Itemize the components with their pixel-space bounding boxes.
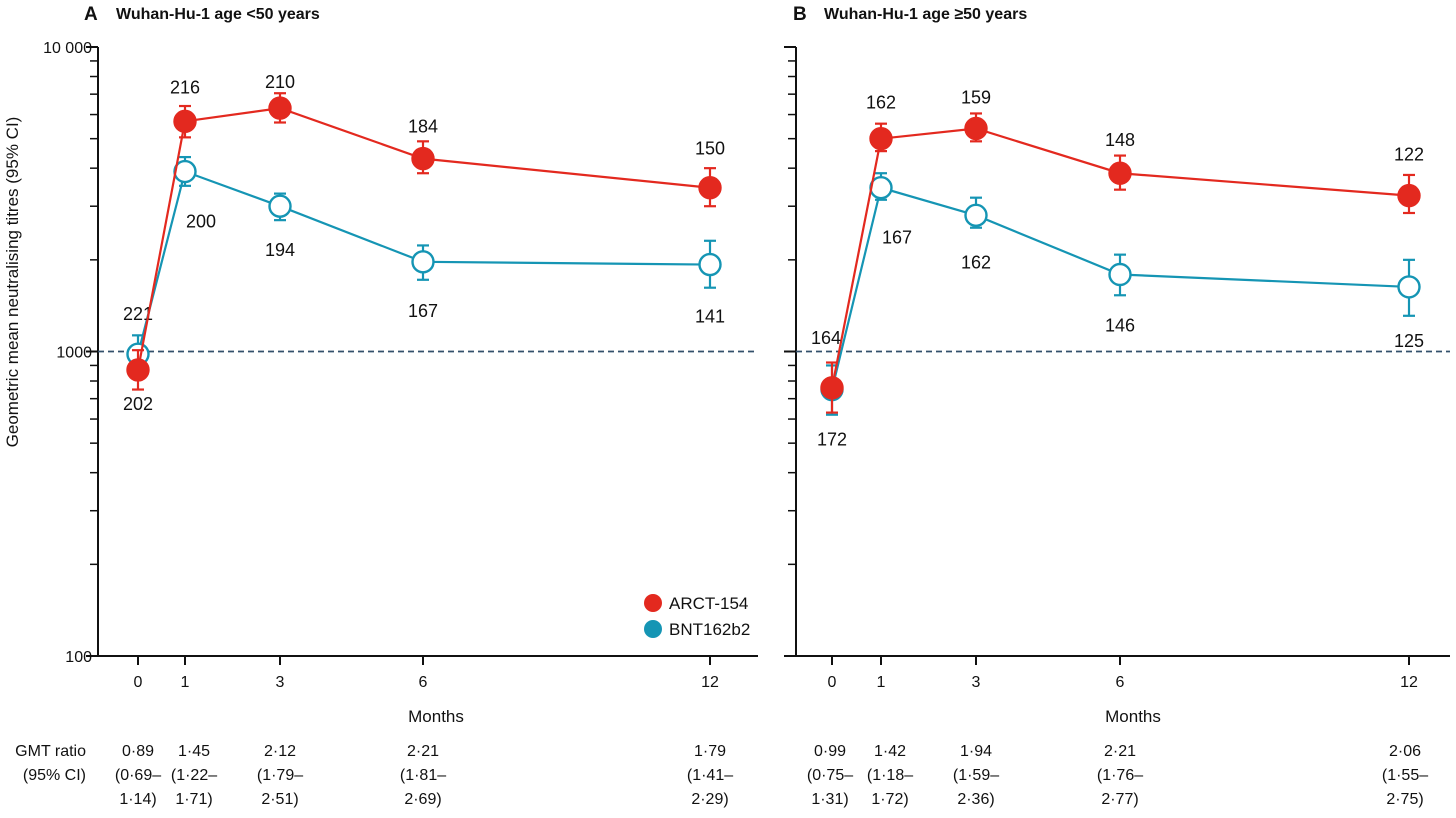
x-tick-label-a: 3 bbox=[276, 674, 285, 691]
legend: ARCT-154 BNT162b2 bbox=[644, 594, 750, 639]
n-label-arct-a: 150 bbox=[695, 139, 725, 159]
legend-label-bnt: BNT162b2 bbox=[669, 620, 750, 639]
legend-marker-arct bbox=[644, 594, 662, 612]
n-label-arct-a: 202 bbox=[123, 394, 153, 414]
panel-letter-b: B bbox=[793, 4, 807, 25]
data-point-arct-b bbox=[820, 376, 844, 400]
panel-title-a: Wuhan-Hu-1 age <50 years bbox=[116, 6, 320, 23]
n-label-bnt-a: 221 bbox=[123, 304, 153, 324]
data-point-arct-a bbox=[411, 146, 435, 171]
x-tick-label-b: 6 bbox=[1116, 674, 1125, 691]
legend-marker-bnt bbox=[644, 620, 662, 638]
data-point-arct-b bbox=[1397, 183, 1421, 208]
gmt-ratio-a-m3-line3: 2·51) bbox=[261, 791, 298, 808]
x-tick-label-b: 12 bbox=[1400, 674, 1418, 691]
gmt-ratio-a-m3-line2: (1·79– bbox=[257, 767, 303, 784]
gmt-ratio-b-m6-line1: 2·21 bbox=[1104, 743, 1136, 760]
x-tick-label-b: 1 bbox=[877, 674, 886, 691]
panel-title-b: Wuhan-Hu-1 age ≥50 years bbox=[824, 6, 1027, 23]
n-label-bnt-a: 194 bbox=[265, 240, 295, 260]
gmt-row-label-line-1: GMT ratio bbox=[15, 743, 86, 760]
data-point-bnt-a bbox=[411, 250, 435, 274]
gmt-ratio-a-m6-line1: 2·21 bbox=[407, 743, 439, 760]
n-label-arct-a: 216 bbox=[170, 77, 200, 97]
data-point-bnt-a bbox=[268, 194, 292, 218]
n-label-arct-b: 148 bbox=[1105, 130, 1135, 150]
gmt-ratio-a-m0-line3: 1·14) bbox=[119, 791, 156, 808]
n-label-bnt-b: 162 bbox=[961, 252, 991, 272]
gmt-ratio-a-m0-line2: (0·69– bbox=[115, 767, 161, 784]
n-label-arct-b: 164 bbox=[811, 328, 841, 348]
n-label-bnt-a: 167 bbox=[408, 301, 438, 321]
gmt-ratio-a-m12-line3: 2·29) bbox=[691, 791, 728, 808]
gmt-ratio-a-m1-line2: (1·22– bbox=[171, 767, 217, 784]
x-tick-label-a: 12 bbox=[701, 674, 719, 691]
n-label-arct-b: 122 bbox=[1394, 145, 1424, 165]
gmt-ratio-b-m3-line2: (1·59– bbox=[953, 767, 999, 784]
gmt-ratio-a-m1-line3: 1·71) bbox=[175, 791, 212, 808]
gmt-ratio-a-m6-line3: 2·69) bbox=[404, 791, 441, 808]
n-label-arct-a: 210 bbox=[265, 72, 295, 92]
x-tick-label-b: 0 bbox=[828, 674, 837, 691]
x-axis-title-a: Months bbox=[408, 707, 464, 726]
gmt-ratio-b-m0-line3: 1·31) bbox=[811, 791, 848, 808]
gmt-ratio-b-m6-line2: (1·76– bbox=[1097, 767, 1143, 784]
data-point-bnt-b bbox=[1397, 275, 1421, 299]
gmt-ratio-a-m1-line1: 1·45 bbox=[178, 743, 210, 760]
gmt-ratio-b-m0-line2: (0·75– bbox=[807, 767, 853, 784]
gmt-ratio-b-m12-line1: 2·06 bbox=[1389, 743, 1421, 760]
y-tick-label-a: 100 bbox=[65, 649, 92, 666]
data-point-arct-b bbox=[1108, 161, 1132, 185]
gmt-ratio-b-m12-line3: 2·75) bbox=[1386, 791, 1423, 808]
data-point-bnt-b bbox=[1108, 262, 1132, 287]
x-axis-title-b: Months bbox=[1105, 707, 1161, 726]
data-point-bnt-a bbox=[698, 252, 722, 277]
gmt-ratio-b-m3-line1: 1·94 bbox=[960, 743, 992, 760]
gmt-ratio-a-m3-line1: 2·12 bbox=[264, 743, 296, 760]
y-axis-title: Geometric mean neutralising titres (95% … bbox=[3, 117, 22, 448]
n-label-bnt-b: 167 bbox=[882, 228, 912, 248]
legend-label-arct: ARCT-154 bbox=[669, 594, 748, 613]
n-label-arct-b: 159 bbox=[961, 87, 991, 107]
panel-b: B Wuhan-Hu-1 age ≥50 years 0 1 3 6 12 Months 172… bbox=[784, 4, 1450, 808]
n-label-arct-a: 184 bbox=[408, 117, 438, 137]
y-tick-label-a: 10 000 bbox=[43, 40, 92, 57]
data-point-arct-b bbox=[869, 126, 893, 151]
gmt-ratio-b-m12-line2: (1·55– bbox=[1382, 767, 1428, 784]
n-label-bnt-b: 146 bbox=[1105, 316, 1135, 336]
gmt-ratio-b-m6-line3: 2·77) bbox=[1101, 791, 1138, 808]
gmt-ratio-a-m12-line2: (1·41– bbox=[687, 767, 733, 784]
x-tick-label-a: 1 bbox=[181, 674, 190, 691]
gmt-ratio-b-m1-line3: 1·72) bbox=[871, 791, 908, 808]
n-label-bnt-a: 141 bbox=[695, 307, 725, 327]
gmt-ratio-a-m12-line1: 1·79 bbox=[694, 743, 726, 760]
gmt-ratio-b-m3-line3: 2·36) bbox=[957, 791, 994, 808]
y-axis-title-group: Geometric mean neutralising titres (95% … bbox=[3, 117, 22, 448]
data-point-arct-a bbox=[268, 96, 292, 120]
gmt-ratio-a-m6-line2: (1·81– bbox=[400, 767, 446, 784]
data-point-bnt-b bbox=[964, 203, 988, 228]
x-tick-label-a: 6 bbox=[419, 674, 428, 691]
data-point-arct-a bbox=[173, 109, 197, 134]
x-tick-label-b: 3 bbox=[972, 674, 981, 691]
data-point-arct-a bbox=[698, 176, 722, 200]
data-point-arct-a bbox=[126, 358, 150, 382]
data-point-arct-b bbox=[964, 116, 988, 141]
n-label-bnt-b: 172 bbox=[817, 430, 847, 450]
gmt-ratio-b-m1-line1: 1·42 bbox=[874, 743, 906, 760]
n-label-bnt-a: 200 bbox=[186, 212, 216, 232]
panel-letter-a: A bbox=[84, 4, 98, 25]
n-label-arct-b: 162 bbox=[866, 93, 896, 113]
gmt-ratio-a-m0-line1: 0·89 bbox=[122, 743, 154, 760]
gmt-row-label-line-2: (95% CI) bbox=[23, 767, 86, 784]
x-tick-label-a: 0 bbox=[134, 674, 143, 691]
gmt-ratio-b-m1-line2: (1·18– bbox=[867, 767, 913, 784]
gmt-ratio-b-m0-line1: 0·99 bbox=[814, 743, 846, 760]
y-tick-label-a: 1000 bbox=[56, 345, 92, 362]
n-label-bnt-b: 125 bbox=[1394, 331, 1424, 351]
gmt-table-row-label: GMT ratio (95% CI) bbox=[15, 743, 86, 784]
